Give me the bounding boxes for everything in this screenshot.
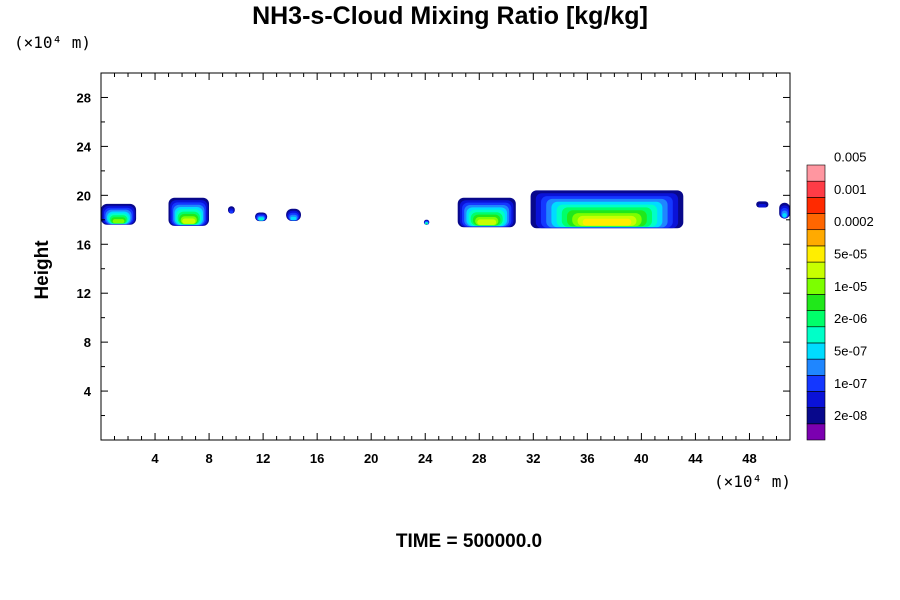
cloud-cell	[255, 212, 268, 222]
cloud-level	[477, 219, 497, 225]
cloud-cell	[101, 203, 137, 225]
colorbar-label: 0.001	[834, 182, 867, 197]
cloud-cell	[228, 206, 235, 214]
colorbar-swatch	[806, 391, 826, 408]
colorbar-swatch	[806, 294, 826, 311]
x-tick-label: 44	[688, 451, 703, 466]
colorbar-swatch	[806, 197, 826, 214]
colorbar-label: 5e-07	[834, 344, 867, 359]
colorbar-label: 1e-05	[834, 279, 867, 294]
cloud-cells	[101, 190, 790, 229]
time-label: TIME = 500000.0	[395, 531, 543, 552]
y-tick-label: 28	[77, 90, 91, 105]
x-tick-label: 12	[256, 451, 270, 466]
colorbar-swatch	[806, 245, 826, 263]
x-tick-label: 32	[526, 451, 540, 466]
colorbar-label: 0.005	[834, 149, 867, 164]
colorbar-swatch	[806, 229, 826, 247]
colorbar-swatch	[806, 423, 826, 441]
cloud-cell	[530, 190, 684, 229]
cloud-level	[782, 213, 787, 218]
x-tick-label: 16	[310, 451, 324, 466]
y-tick-label: 16	[77, 237, 91, 252]
colorbar-label: 2e-06	[834, 311, 867, 326]
x-tick-label: 24	[418, 451, 433, 466]
y-tick-label: 24	[77, 139, 92, 154]
colorbar-swatch	[806, 164, 826, 182]
colorbar-swatch	[806, 261, 826, 279]
y-tick-label: 12	[77, 286, 91, 301]
colorbar-label: 2e-08	[834, 408, 867, 423]
cloud-level	[582, 218, 632, 226]
colorbar-label: 0.0002	[834, 214, 874, 229]
colorbar-swatch	[806, 180, 826, 198]
cloud-cell	[286, 208, 301, 221]
y-axis-unit: (×10⁴ m)	[14, 33, 92, 52]
y-tick-label: 8	[84, 335, 91, 350]
x-tick-label: 48	[742, 451, 756, 466]
colorbar-swatch	[806, 277, 826, 295]
cloud-level	[425, 223, 428, 225]
colorbar-swatch	[806, 213, 826, 231]
cloud-cell	[168, 197, 209, 226]
colorbar-swatch	[806, 310, 826, 328]
plot-border	[100, 72, 791, 441]
colorbar-label: 1e-07	[834, 376, 867, 391]
cloud-cell	[779, 202, 790, 219]
cloud-cell	[756, 201, 769, 208]
chart-title: NH3-s-Cloud Mixing Ratio [kg/kg]	[252, 2, 648, 30]
cloud-level	[290, 216, 297, 221]
colorbar-swatch	[806, 407, 826, 425]
x-tick-label: 28	[472, 451, 486, 466]
cloud-level	[112, 219, 125, 224]
cloud-level	[182, 218, 196, 224]
x-tick-label: 36	[580, 451, 594, 466]
cloud-cell	[457, 197, 516, 228]
y-axis: 4 8 12 16 20 24 28	[77, 90, 790, 417]
cloud-level	[229, 210, 234, 214]
cloud-level	[258, 218, 264, 221]
x-tick-label: 40	[634, 451, 648, 466]
colorbar-swatch	[806, 342, 826, 360]
cloud-cell	[423, 219, 430, 225]
colorbar-swatch	[806, 358, 826, 376]
colorbar-swatch	[806, 374, 826, 392]
x-axis-unit: (×10⁴ m)	[714, 472, 792, 491]
colorbar-label: 5e-05	[834, 247, 867, 262]
x-axis: 4 8 12 16 20 24 28 32 36 40 44 48	[114, 73, 791, 466]
plot-frame	[100, 72, 791, 441]
x-tick-label: 8	[205, 451, 212, 466]
y-tick-label: 4	[84, 384, 92, 399]
colorbar: 2e-08 1e-07 5e-07 2e-06 1e-05 5e-05 0.0002 0.00…	[806, 149, 874, 441]
x-tick-label: 20	[364, 451, 378, 466]
x-tick-label: 4	[151, 451, 159, 466]
cloud-level	[758, 204, 767, 208]
colorbar-swatch	[806, 326, 826, 344]
y-tick-label: 20	[77, 188, 91, 203]
